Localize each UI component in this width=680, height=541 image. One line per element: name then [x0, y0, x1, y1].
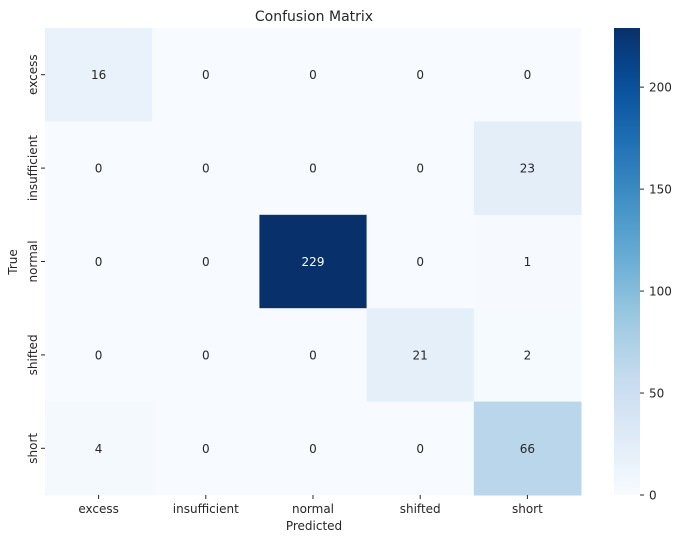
colorbar-tick-label: 200 — [649, 81, 672, 95]
heatmap-cell — [45, 121, 153, 216]
y-tick-label: insufficient — [26, 135, 40, 201]
heatmap-cell — [45, 214, 153, 309]
x-tick-label: insufficient — [173, 502, 239, 516]
heatmap-cell — [473, 28, 582, 122]
cell-value-label: 1 — [524, 255, 532, 269]
x-tick-label: shifted — [400, 502, 441, 516]
colorbar-ticks: 0 50 100 150 200 — [640, 81, 672, 503]
heatmap-cell — [152, 308, 260, 403]
colorbar-tick-label: 150 — [649, 183, 672, 197]
cell-value-label: 0 — [416, 68, 424, 82]
heatmap-cell — [45, 28, 153, 122]
colorbar-tick-label: 0 — [649, 489, 657, 503]
colorbar — [614, 28, 640, 495]
cell-value-label: 21 — [413, 348, 428, 362]
cell-value-label: 0 — [524, 68, 532, 82]
x-axis-label: Predicted — [286, 519, 342, 533]
heatmap-cell — [473, 214, 582, 309]
x-tick-label: normal — [292, 502, 334, 516]
heatmap-cell — [259, 214, 368, 309]
heatmap-cell — [259, 121, 368, 216]
heatmap-cell — [259, 308, 368, 403]
y-axis-label: True — [6, 249, 20, 276]
cell-value-label: 0 — [95, 162, 103, 176]
cell-value-label: 66 — [520, 442, 535, 456]
heatmap-cell — [45, 401, 153, 496]
heatmap-cell — [473, 401, 582, 496]
heatmap-cell — [366, 28, 475, 122]
y-tick-label: normal — [26, 240, 40, 282]
cell-value-label: 0 — [202, 348, 210, 362]
heatmap-cell — [366, 121, 475, 216]
cell-value-label: 0 — [95, 348, 103, 362]
heatmap-cell — [366, 401, 475, 496]
heatmap-cell — [366, 308, 475, 403]
heatmap-cell — [259, 28, 368, 122]
x-tick-label: short — [512, 502, 543, 516]
cell-value-label: 0 — [416, 442, 424, 456]
cell-value-label: 0 — [309, 68, 317, 82]
cell-value-label: 0 — [202, 68, 210, 82]
x-tick-labels: excess insufficient normal shifted short — [78, 495, 543, 516]
heatmap-cell — [152, 214, 260, 309]
cell-value-label: 0 — [202, 442, 210, 456]
heatmap-cell — [152, 28, 260, 122]
cell-value-label: 0 — [202, 162, 210, 176]
heatmap-cell — [259, 401, 368, 496]
y-tick-label: excess — [26, 54, 40, 95]
y-tick-label: shifted — [26, 334, 40, 375]
cell-value-label: 0 — [309, 442, 317, 456]
y-tick-labels: excess insufficient normal shifted short — [26, 54, 45, 464]
heatmap-cell — [473, 121, 582, 216]
cell-value-label: 16 — [91, 68, 106, 82]
heatmap-cell — [152, 401, 260, 496]
heatmap-cell — [473, 308, 582, 403]
colorbar-tick-label: 100 — [649, 285, 672, 299]
cell-value-label: 0 — [309, 348, 317, 362]
heatmap-cell — [45, 308, 153, 403]
cell-value-label: 0 — [309, 162, 317, 176]
cell-value-label: 0 — [416, 162, 424, 176]
cell-value-label: 0 — [95, 255, 103, 269]
cell-value-label: 2 — [524, 348, 532, 362]
cell-value-label: 23 — [520, 162, 535, 176]
heatmap-cells: 16 0 0 0 0 0 0 0 0 23 0 0 229 0 1 0 0 0 21 2 4 0 0 0 66 — [45, 28, 582, 496]
heatmap-cell — [152, 121, 260, 216]
chart-title: Confusion Matrix — [255, 9, 373, 25]
heatmap-cell — [366, 214, 475, 309]
cell-value-label: 4 — [95, 442, 103, 456]
colorbar-tick-label: 50 — [649, 387, 664, 401]
cell-value-label: 229 — [302, 255, 325, 269]
y-tick-label: short — [26, 433, 40, 464]
cell-value-label: 0 — [416, 255, 424, 269]
cell-value-label: 0 — [202, 255, 210, 269]
x-tick-label: excess — [78, 502, 119, 516]
